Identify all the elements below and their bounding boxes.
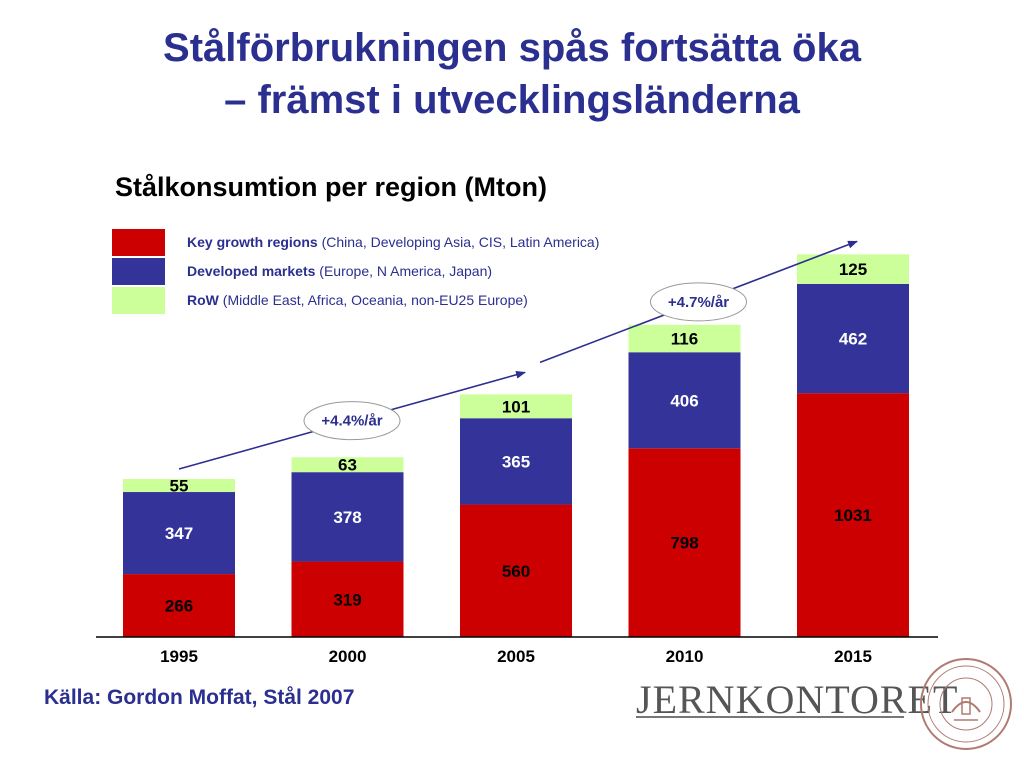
growth-bubble-2	[650, 282, 747, 322]
seal-icon	[920, 658, 1012, 750]
title-line-1: Stålförbrukningen spås fortsätta öka	[163, 26, 861, 70]
legend-text-key-growth: Key growth regions (China, Developing As…	[187, 234, 599, 250]
legend-name: Key growth regions	[187, 234, 318, 250]
data-label-row-2000: 63	[338, 456, 357, 475]
bar-developed-2010	[628, 352, 741, 449]
page-title: Stålförbrukningen spås fortsätta öka – f…	[0, 22, 1024, 126]
data-label-developed-1995: 347	[165, 524, 193, 543]
x-tick-label-2005: 2005	[497, 647, 535, 666]
bar-key-growth-2005	[460, 504, 572, 637]
chart-subtitle: Stålkonsumtion per region (Mton)	[115, 172, 547, 202]
legend-desc: (Europe, N America, Japan)	[315, 263, 493, 279]
growth-rate-label-2: +4.7%/år	[668, 294, 729, 311]
data-label-developed-2010: 406	[670, 391, 698, 410]
bar-key-growth-2000	[291, 561, 404, 637]
x-tick-label-2000: 2000	[329, 647, 367, 666]
data-label-developed-2015: 462	[839, 330, 867, 349]
logo-underline	[636, 716, 904, 718]
legend-swatch-developed	[112, 258, 165, 285]
bar-row-2005	[460, 394, 572, 419]
legend-desc: (Middle East, Africa, Oceania, non-EU25 …	[218, 292, 528, 308]
source-note: Källa: Gordon Moffat, Stål 2007	[44, 686, 355, 709]
growth-rate-label-1: +4.4%/år	[321, 413, 382, 430]
data-label-row-2015: 125	[839, 260, 867, 279]
x-tick-label-2010: 2010	[666, 647, 704, 666]
legend-text-row: RoW (Middle East, Africa, Oceania, non-E…	[187, 292, 528, 308]
bar-row-2010	[628, 324, 741, 353]
data-label-key-growth-2000: 319	[333, 590, 361, 609]
bar-key-growth-2015	[797, 393, 909, 637]
data-label-row-2010: 116	[671, 330, 698, 349]
bar-row-2000	[291, 457, 404, 473]
legend-swatch-key-growth	[112, 229, 165, 256]
legend-text-developed: Developed markets (Europe, N America, Ja…	[187, 263, 492, 279]
data-label-row-2005: 101	[502, 397, 530, 416]
growth-bubble-1	[303, 401, 401, 441]
bar-row-1995	[123, 479, 235, 493]
jernkontoret-logo: JERNKONTORET	[636, 677, 959, 722]
data-label-developed-2000: 378	[333, 508, 361, 527]
legend-swatch-row	[112, 287, 165, 314]
data-label-key-growth-1995: 266	[165, 597, 193, 616]
x-tick-label-2015: 2015	[834, 647, 872, 666]
bar-key-growth-2010	[628, 448, 741, 637]
data-label-key-growth-2015: 1031	[834, 506, 872, 525]
x-tick-label-1995: 1995	[160, 647, 198, 666]
data-label-key-growth-2010: 798	[670, 534, 698, 553]
legend-name: Developed markets	[187, 263, 316, 279]
bar-developed-2005	[460, 418, 572, 505]
bar-row-2015	[797, 254, 909, 284]
legend-name: RoW	[187, 292, 219, 308]
bar-developed-1995	[123, 492, 235, 575]
legend-desc: (China, Developing Asia, CIS, Latin Amer…	[317, 234, 600, 250]
bar-developed-2000	[291, 472, 404, 562]
data-label-row-1995: 55	[170, 477, 189, 496]
bar-developed-2015	[797, 283, 909, 394]
bar-key-growth-1995	[123, 574, 235, 637]
data-label-developed-2005: 365	[502, 452, 530, 471]
title-line-2: – främst i utvecklingsländerna	[224, 78, 800, 122]
data-label-key-growth-2005: 560	[502, 562, 530, 581]
